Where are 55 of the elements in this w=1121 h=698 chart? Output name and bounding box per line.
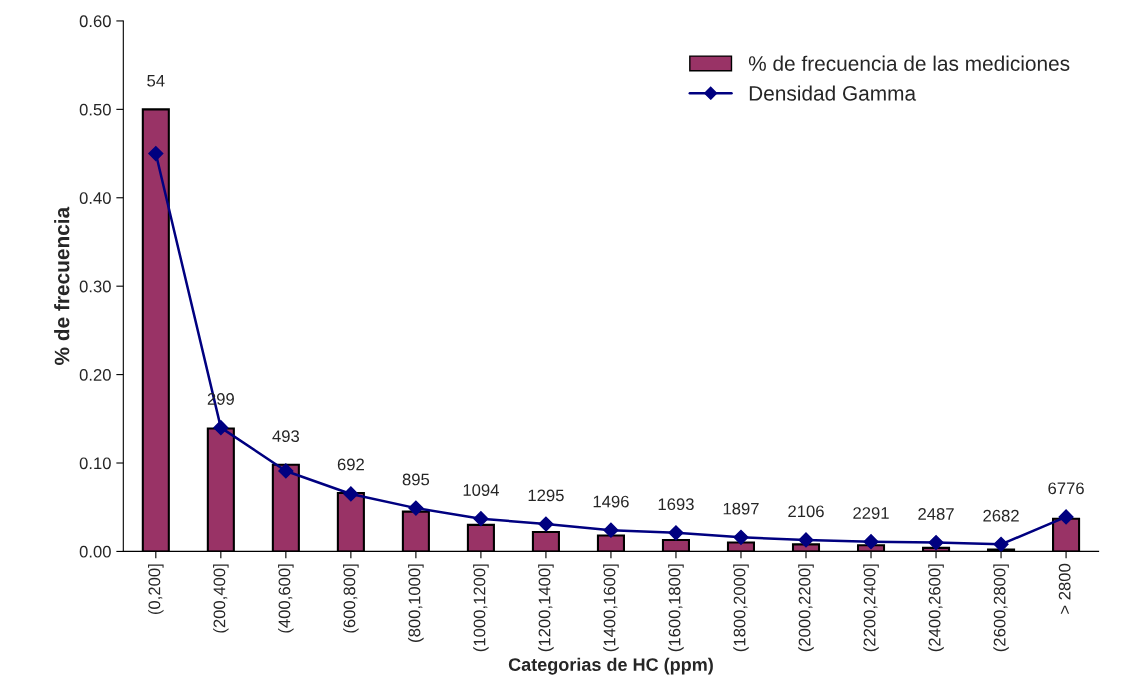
legend-label: Densidad Gamma <box>749 85 917 101</box>
x-tick-label: (1600,1800] <box>668 564 684 652</box>
x-tick-label: (1200,1400] <box>538 564 554 652</box>
annotation: 54 <box>147 74 165 87</box>
x-tick-label: (600,800] <box>343 564 359 633</box>
annotation: 2291 <box>853 507 889 519</box>
annotation: 692 <box>337 458 364 471</box>
x-tick-label: (1800,2000] <box>733 564 749 652</box>
x-tick-label: (1000,1200] <box>473 564 489 652</box>
annotation: 2487 <box>918 508 954 520</box>
y-tick-label: 0.40 <box>79 192 111 204</box>
x-tick-label: (200,400] <box>213 564 229 633</box>
point <box>733 529 749 545</box>
x-tick-label: (0,200] <box>148 564 164 615</box>
annotation: 6776 <box>1048 482 1084 495</box>
y-tick-label: 0.30 <box>79 280 111 293</box>
x-tick-label: (2000,2200] <box>798 564 814 652</box>
point <box>408 500 424 516</box>
annotation: 1897 <box>723 502 759 515</box>
point <box>343 486 359 502</box>
y-axis-title: % de frecuencia <box>54 206 70 365</box>
y-tick-label: 0.10 <box>79 457 111 470</box>
point <box>213 420 229 436</box>
point <box>603 522 619 538</box>
point <box>278 463 294 479</box>
legend-label: % de frecuencia de las mediciones <box>748 55 1070 71</box>
annotation: 895 <box>402 473 430 486</box>
point <box>148 145 164 162</box>
point <box>1058 509 1074 525</box>
x-tick-label: (800,1000] <box>408 564 424 642</box>
x-tick-label: (1400,1600] <box>603 564 619 652</box>
x-axis-title: Categorias de HC (ppm) <box>508 657 713 675</box>
x-tick-label: (2400,2600] <box>928 564 944 652</box>
annotation: 493 <box>272 430 300 443</box>
y-tick-label: 0.20 <box>79 368 111 381</box>
annotation: 1496 <box>593 495 629 508</box>
point <box>993 536 1009 552</box>
point <box>668 525 684 541</box>
x-tick-label: (2600,2800] <box>993 564 1009 652</box>
point <box>928 535 944 551</box>
point <box>798 532 814 548</box>
y-tick-label: 0.50 <box>79 103 111 116</box>
y-tick-label: 0.00 <box>79 545 111 558</box>
point <box>863 534 879 550</box>
annotation: 2106 <box>788 505 824 518</box>
annotation: 2682 <box>983 509 1019 522</box>
point <box>473 511 489 527</box>
x-tick-label: > 2800 <box>1058 563 1071 614</box>
y-tick-label: 0.60 <box>79 15 111 28</box>
x-tick-label: (2200,2400] <box>863 564 879 652</box>
point <box>538 516 554 532</box>
annotation: 1693 <box>658 498 694 511</box>
annotation: 1094 <box>463 484 499 496</box>
annotation: 1295 <box>528 489 564 502</box>
x-tick-label: (400,600] <box>278 564 294 633</box>
